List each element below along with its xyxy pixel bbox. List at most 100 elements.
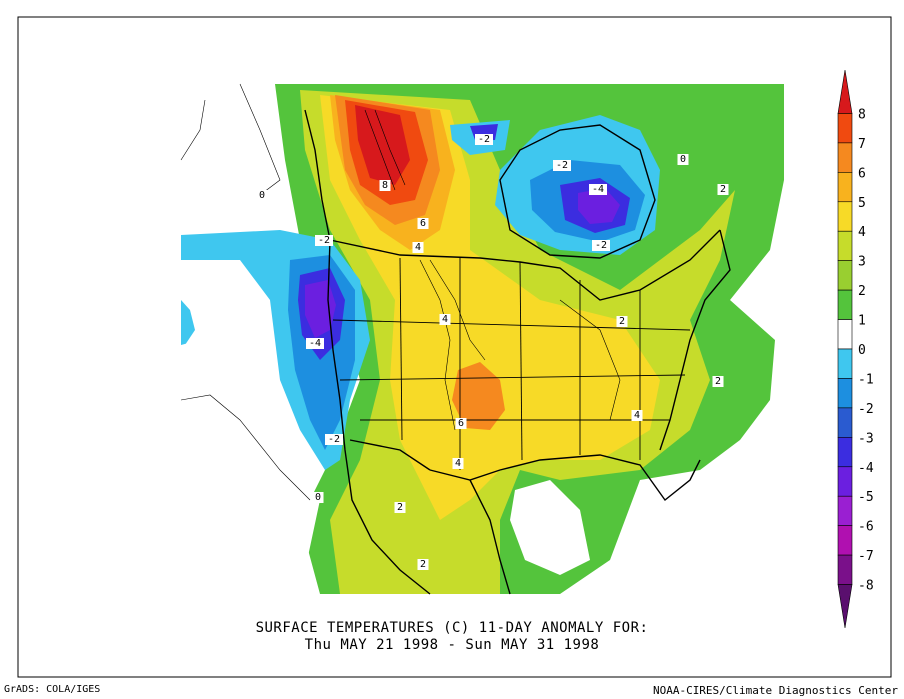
anomaly-region-zero-gulf (510, 480, 590, 575)
contour-label-bg (712, 376, 724, 387)
contour-label-bg (306, 338, 324, 349)
colorbar-swatch (837, 289, 853, 320)
contour-label-bg (616, 316, 628, 327)
contour-label-bg (553, 160, 571, 171)
figure-title-line1: SURFACE TEMPERATURES (C) 11-DAY ANOMALY … (255, 620, 649, 636)
state-borders (332, 257, 691, 470)
contour-label: 2 (720, 184, 726, 195)
colorbar-tick-label: -4 (858, 461, 874, 476)
contour-labels: 8 6 4 -2 -4 -2 -2 2 -2 -4 0 4 2 6 -2 4 2 4 0 2 2 0 (256, 134, 729, 570)
state-line (399, 257, 403, 441)
contour-label: 0 (680, 154, 686, 165)
contour-label-bg (412, 242, 424, 253)
contour-label: -2 (328, 434, 340, 445)
contour-label: 2 (619, 316, 625, 327)
colorbar-swatch (837, 69, 853, 114)
anomaly-region-plus6-plains (452, 362, 505, 430)
colorbar-swatch (837, 525, 853, 556)
contour-label-bg (417, 559, 429, 570)
contour-line (429, 259, 486, 361)
contour-label: 2 (715, 376, 721, 387)
contour-label-bg (475, 134, 493, 145)
contour-label: 0 (315, 492, 321, 503)
contour-label-bg (592, 240, 610, 251)
figure-title-line2: Thu MAY 21 1998 - Sun MAY 31 1998 (304, 637, 600, 653)
contour-line (419, 259, 456, 431)
colorbar-swatch (837, 466, 853, 497)
contour-line (180, 99, 206, 161)
contour-label: 4 (415, 242, 421, 253)
contour-label-bg (394, 502, 406, 513)
colorbar-tick-label: -3 (858, 431, 874, 446)
contour-line (374, 109, 406, 186)
contour-label: 4 (634, 410, 640, 421)
state-line (519, 261, 523, 461)
us-mexico-border (349, 439, 431, 471)
footer-credit-right: NOAA-CIRES/Climate Diagnostics Center (652, 684, 898, 697)
colorbar-tick-label: 2 (858, 284, 866, 299)
state-line (332, 319, 691, 331)
colorbar-tick-label: 8 (858, 107, 866, 122)
political-borders (304, 109, 731, 595)
temperature-anomaly-map (180, 83, 784, 595)
coastline-gulf (429, 454, 701, 502)
colorbar-tick-label: 6 (858, 166, 866, 181)
contour-label: 4 (455, 458, 461, 469)
colorbar-swatch (837, 554, 853, 585)
contour-label: -4 (592, 184, 604, 195)
anomaly-region-minus1-offshore (181, 300, 195, 345)
colorbar-swatch (837, 348, 853, 379)
colorbar-tick-label: 3 (858, 255, 866, 270)
colorbar-tick-label: 4 (858, 225, 866, 240)
contour-label: -2 (318, 235, 330, 246)
contour-label-bg (315, 235, 333, 246)
colorbar-swatch (837, 437, 853, 468)
colorbar-tick-label: -8 (858, 579, 874, 594)
coastline-west (304, 109, 431, 595)
footer-credit-left: GrADS: COLA/IGES (4, 684, 101, 695)
contour-label-bg (417, 218, 429, 229)
contour-label: 2 (420, 559, 426, 570)
contour-label-bg (717, 184, 729, 195)
contour-label: -2 (478, 134, 490, 145)
contour-label: -2 (556, 160, 568, 171)
contour-label: 6 (458, 418, 464, 429)
state-line (339, 374, 686, 381)
contour-label-bg (312, 492, 324, 503)
colorbar-tick-label: 7 (858, 137, 866, 152)
contour-line (364, 109, 396, 191)
colorbar-swatch (837, 201, 853, 232)
colorbar-tick-label: -7 (858, 549, 874, 564)
contour-lines (180, 83, 621, 501)
colorbar-tick-label: -1 (858, 372, 874, 387)
contour-label: -4 (309, 338, 321, 349)
contour-label-bg (452, 458, 464, 469)
colorbar-tick-label: 5 (858, 196, 866, 211)
colorbar-swatch (837, 230, 853, 261)
contour-label-bg (439, 314, 451, 325)
colorbar-swatch (837, 142, 853, 173)
colorbar-tick-label: -6 (858, 520, 874, 535)
mexico-coast (469, 479, 511, 595)
colorbar-tick-label: 0 (858, 343, 866, 358)
colorbar-swatch (837, 378, 853, 409)
contour-label: 2 (397, 502, 403, 513)
hudson-bay-coast (499, 124, 656, 259)
us-canada-border (329, 229, 721, 301)
contour-line (559, 299, 621, 421)
contour-label-bg (677, 154, 689, 165)
contour-line (180, 394, 311, 501)
colorbar-tick-label: -5 (858, 490, 874, 505)
colorbar-swatch (837, 113, 853, 144)
contour-label-bg (631, 410, 643, 421)
anomaly-region-minus4-east (578, 188, 620, 224)
contour-label: 0 (259, 190, 265, 201)
colorbar-swatch (837, 495, 853, 526)
colorbar-swatch (837, 319, 853, 350)
plot-frame (17, 16, 892, 678)
colorbar-tick-label: 1 (858, 314, 866, 329)
colorbar-tick-label: -2 (858, 402, 874, 417)
contour-label-bg (256, 190, 268, 201)
colorbar-swatch (837, 407, 853, 438)
